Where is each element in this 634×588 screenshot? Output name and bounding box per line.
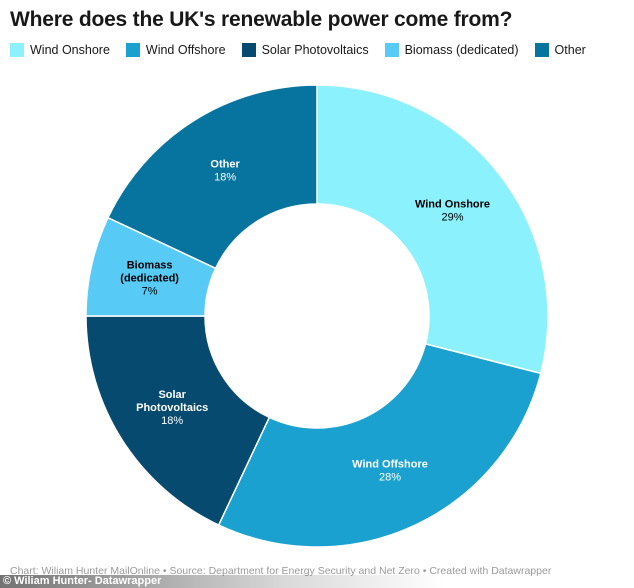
chart-legend: Wind Onshore Wind Offshore Solar Photovo… [10, 42, 602, 58]
slice-value-wind-offshore: 28% [379, 472, 401, 484]
slice-value-other: 18% [214, 172, 236, 184]
legend-swatch-solar-photovoltaics [241, 43, 256, 57]
slice-value-wind-onshore: 29% [441, 211, 463, 223]
chart-source-note: Chart: Wiliam Hunter MailOnline • Source… [10, 565, 552, 577]
legend-swatch-other [534, 43, 549, 57]
slice-value-solar-photovoltaics: 18% [161, 415, 183, 427]
slice-name-biomass: Biomass [127, 259, 173, 271]
slice-name-other: Other [210, 159, 240, 171]
legend-swatch-biomass [384, 43, 399, 57]
slice-name-solar-photovoltaics: Solar [158, 389, 186, 401]
legend-label-solar-photovoltaics: Solar Photovoltaics [261, 43, 369, 57]
slice-label-biomass: Biomass(dedicated)7% [120, 259, 179, 297]
legend-swatch-wind-onshore [10, 43, 24, 57]
photo-credit: © Wiliam Hunter- Datawrapper [3, 575, 162, 587]
legend-item-wind-offshore: Wind Offshore [125, 43, 226, 57]
slice-name-wind-onshore: Wind Onshore [415, 198, 490, 210]
slice-name-biomass: (dedicated) [120, 272, 179, 284]
legend-label-biomass: Biomass (dedicated) [404, 43, 519, 57]
legend-item-biomass: Biomass (dedicated) [384, 43, 519, 57]
legend-label-other: Other [554, 43, 586, 57]
donut-slice-wind-offshore [217, 342, 542, 548]
slice-value-biomass: 7% [142, 285, 158, 297]
legend-item-other: Other [534, 43, 586, 57]
donut-slice-other [106, 84, 318, 270]
legend-label-wind-offshore: Wind Offshore [145, 43, 226, 57]
legend-swatch-wind-offshore [125, 43, 140, 57]
chart-title: Where does the UK's renewable power come… [10, 8, 513, 31]
slice-name-wind-offshore: Wind Offshore [352, 459, 428, 471]
legend-label-wind-onshore: Wind Onshore [30, 43, 110, 57]
donut-slice-wind-onshore [316, 84, 549, 375]
credit-overlay [0, 575, 634, 588]
legend-item-wind-onshore: Wind Onshore [10, 43, 110, 57]
slice-name-solar-photovoltaics: Photovoltaics [136, 402, 208, 414]
donut-slice-solar-photovoltaics [85, 315, 271, 527]
legend-item-solar-photovoltaics: Solar Photovoltaics [241, 43, 369, 57]
